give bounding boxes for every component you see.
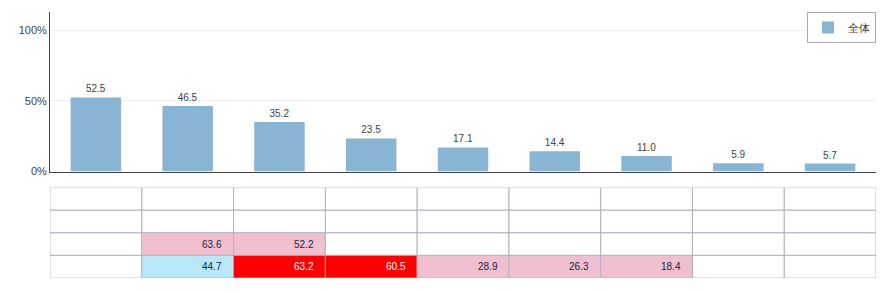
- svg-text:5.9: 5.9: [731, 149, 745, 160]
- svg-text:26.3: 26.3: [569, 261, 589, 272]
- svg-text:35.2: 35.2: [269, 108, 289, 119]
- svg-text:全体: 全体: [848, 22, 870, 34]
- svg-text:100%: 100%: [19, 24, 47, 36]
- svg-text:50%: 50%: [25, 95, 47, 107]
- svg-text:52.2: 52.2: [294, 239, 314, 250]
- svg-text:0%: 0%: [31, 165, 47, 177]
- svg-text:5.7: 5.7: [823, 150, 837, 161]
- svg-text:52.5: 52.5: [86, 83, 106, 94]
- svg-text:44.7: 44.7: [202, 261, 222, 272]
- svg-text:23.5: 23.5: [361, 124, 381, 135]
- svg-text:14.4: 14.4: [545, 137, 565, 148]
- svg-text:28.9: 28.9: [478, 261, 498, 272]
- svg-text:11.0: 11.0: [637, 142, 656, 153]
- svg-text:63.6: 63.6: [202, 239, 222, 250]
- svg-text:17.1: 17.1: [453, 133, 473, 144]
- svg-text:60.5: 60.5: [386, 261, 406, 272]
- svg-text:18.4: 18.4: [661, 261, 681, 272]
- svg-text:63.2: 63.2: [294, 261, 314, 272]
- svg-text:46.5: 46.5: [178, 92, 198, 103]
